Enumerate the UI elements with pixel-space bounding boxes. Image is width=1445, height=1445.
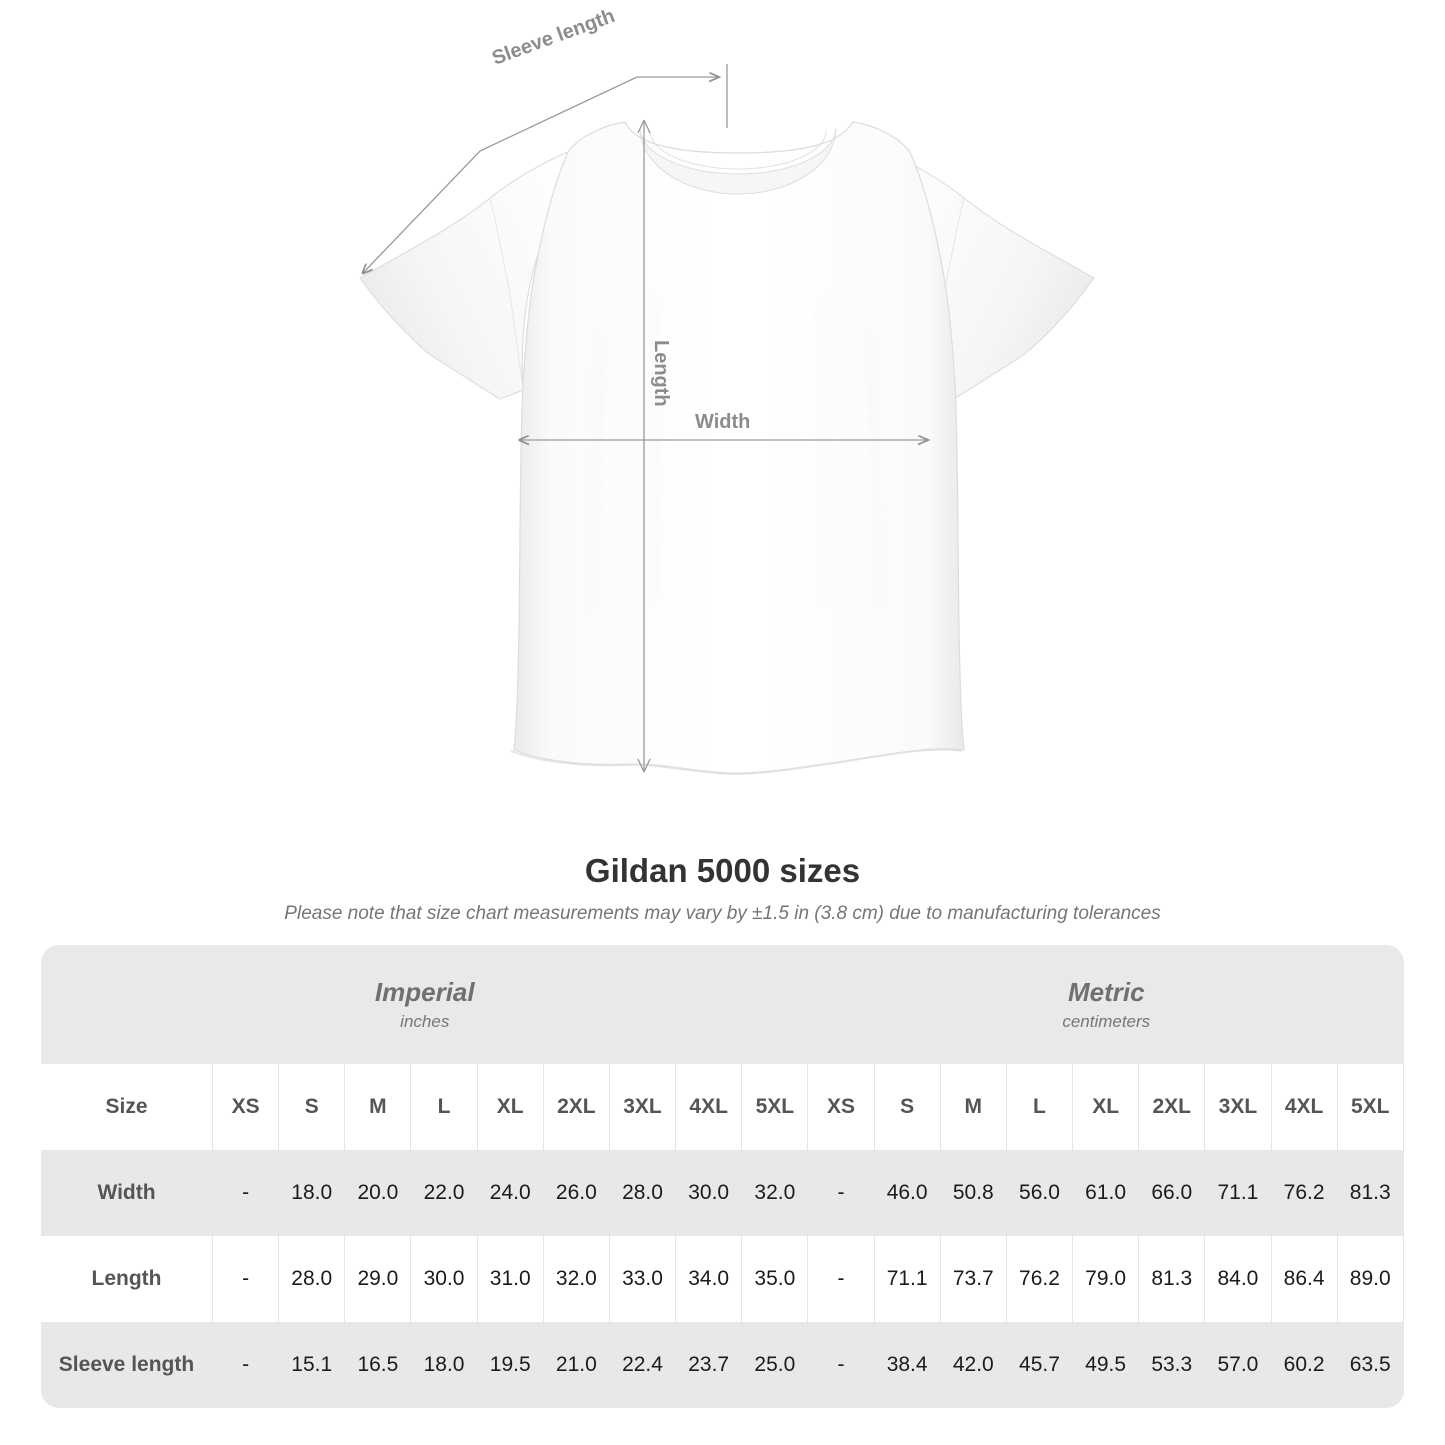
svg-text:Length: Length — [650, 340, 672, 407]
svg-text:Width: Width — [695, 411, 750, 433]
svg-text:Sleeve length: Sleeve length — [489, 5, 618, 70]
